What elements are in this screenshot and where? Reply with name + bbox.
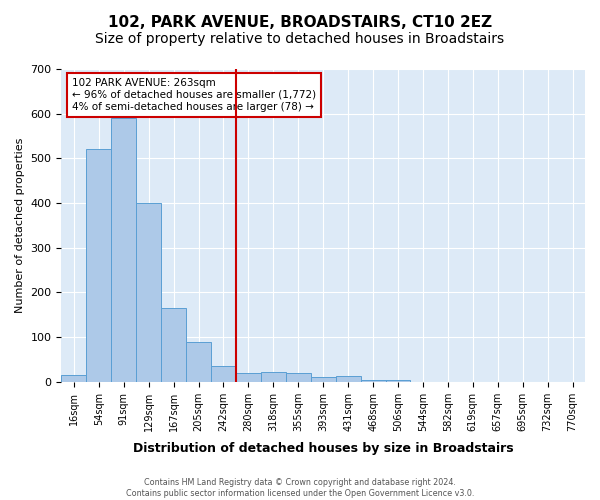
Bar [111, 118, 136, 382]
Y-axis label: Number of detached properties: Number of detached properties [15, 138, 25, 313]
Bar [361, 380, 386, 382]
Bar [186, 342, 211, 382]
Text: Size of property relative to detached houses in Broadstairs: Size of property relative to detached ho… [95, 32, 505, 46]
Text: 102 PARK AVENUE: 263sqm
← 96% of detached houses are smaller (1,772)
4% of semi-: 102 PARK AVENUE: 263sqm ← 96% of detache… [72, 78, 316, 112]
Bar [311, 378, 335, 382]
Bar [236, 373, 261, 382]
Bar [211, 366, 236, 382]
Bar [286, 373, 311, 382]
Text: Contains HM Land Registry data © Crown copyright and database right 2024.
Contai: Contains HM Land Registry data © Crown c… [126, 478, 474, 498]
X-axis label: Distribution of detached houses by size in Broadstairs: Distribution of detached houses by size … [133, 442, 514, 455]
Bar [61, 375, 86, 382]
Bar [261, 372, 286, 382]
Bar [335, 376, 361, 382]
Bar [136, 203, 161, 382]
Bar [161, 308, 186, 382]
Text: 102, PARK AVENUE, BROADSTAIRS, CT10 2EZ: 102, PARK AVENUE, BROADSTAIRS, CT10 2EZ [108, 15, 492, 30]
Bar [386, 380, 410, 382]
Bar [86, 150, 111, 382]
